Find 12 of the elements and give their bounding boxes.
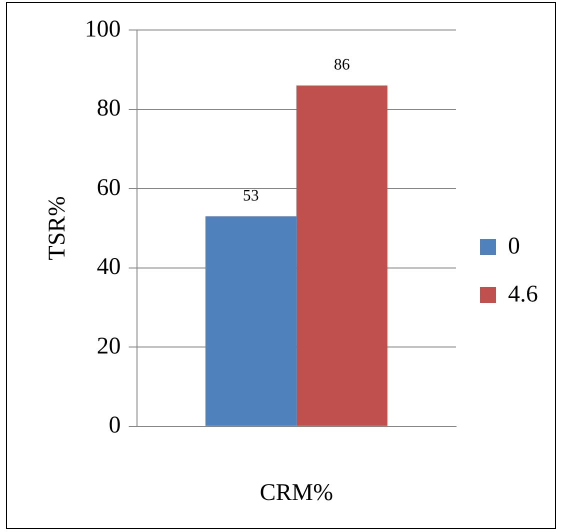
- y-tick-label: 0: [108, 412, 121, 439]
- legend-label: 4.6: [508, 281, 538, 308]
- y-tick-label: 60: [96, 174, 121, 201]
- data-label: 53: [242, 188, 259, 205]
- x-axis-title: CRM%: [260, 480, 334, 506]
- y-tick-label: 20: [96, 333, 121, 360]
- y-axis-title: TSR%: [44, 196, 71, 260]
- y-tick-label: 80: [96, 96, 121, 122]
- data-label: 86: [334, 56, 350, 74]
- y-tick-label: 40: [96, 254, 121, 280]
- legend-label: 0: [508, 233, 520, 260]
- y-tick-label: 100: [84, 16, 121, 42]
